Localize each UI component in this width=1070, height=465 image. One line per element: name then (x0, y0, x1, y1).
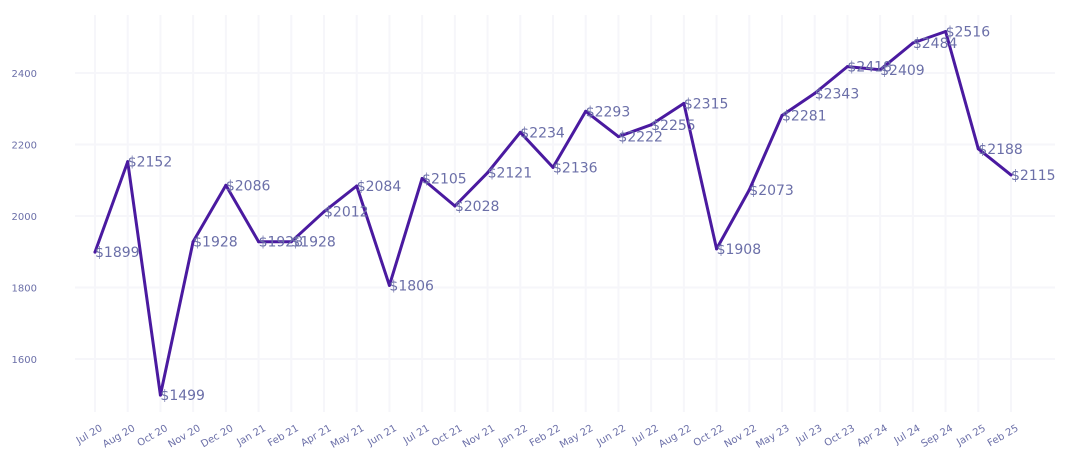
x-tick-label: Oct 20 (136, 423, 170, 449)
data-label: $1928 (259, 235, 304, 251)
data-point (813, 91, 817, 95)
data-label: $2255 (651, 118, 696, 134)
data-label: $2343 (815, 86, 860, 102)
x-tick-label: Apr 21 (299, 423, 333, 449)
x-tick-label: Aug 20 (101, 423, 137, 450)
data-point (976, 147, 980, 151)
data-point (224, 183, 228, 187)
data-point (747, 188, 751, 192)
x-tick-label: May 22 (558, 423, 595, 451)
x-tick-label: Feb 25 (986, 423, 1021, 449)
data-point (518, 130, 522, 134)
x-tick-label: Jan 21 (235, 423, 268, 449)
data-label: $2073 (749, 183, 794, 199)
data-point (257, 240, 261, 244)
x-tick-label: Jun 21 (365, 423, 399, 449)
data-label: $2418 (847, 60, 892, 76)
data-label: $1928 (193, 235, 238, 251)
data-label: $2105 (422, 171, 467, 187)
x-tick-label: Jul 22 (630, 423, 661, 447)
x-tick-label: Jul 21 (401, 423, 432, 447)
data-point (845, 65, 849, 69)
data-label: $2121 (488, 166, 533, 182)
data-point (355, 184, 359, 188)
data-point (420, 176, 424, 180)
data-label: $1806 (389, 278, 434, 294)
data-point (682, 101, 686, 105)
x-tick-label: Jun 22 (594, 423, 628, 449)
data-point (1009, 173, 1013, 177)
data-label: $1908 (717, 242, 762, 258)
y-tick-label: 2400 (12, 69, 37, 80)
data-label: $2281 (782, 109, 827, 125)
data-point (93, 250, 97, 254)
x-tick-label: Jan 22 (496, 423, 529, 449)
data-label: $2315 (684, 96, 729, 112)
data-label: $2484 (913, 36, 958, 52)
data-label: $2222 (618, 130, 663, 146)
data-point (715, 247, 719, 251)
data-point (944, 30, 948, 34)
x-tick-label: May 21 (329, 423, 366, 451)
data-point (126, 160, 130, 164)
x-tick-label: Oct 21 (430, 423, 464, 449)
data-label: $1899 (95, 245, 140, 261)
x-tick-label: Sep 24 (919, 423, 955, 450)
x-tick-label: Nov 22 (723, 423, 759, 450)
x-tick-label: Oct 23 (823, 423, 857, 449)
x-tick-label: Nov 20 (166, 423, 202, 450)
data-label: $2115 (1011, 168, 1056, 184)
data-label: $2012 (324, 205, 369, 221)
data-point (453, 204, 457, 208)
x-tick-label: Apr 24 (855, 423, 889, 449)
grid (75, 15, 1055, 412)
y-tick-label: 1800 (12, 284, 37, 295)
x-tick-label: May 23 (754, 423, 791, 451)
data-point (387, 283, 391, 287)
data-label: $2086 (226, 178, 271, 194)
data-point (911, 41, 915, 45)
data-labels: $1899$2152$1499$1928$2086$1928$1928$2012… (95, 25, 1056, 405)
x-tick-label: Jul 20 (74, 423, 105, 447)
y-tick-label: 2200 (12, 141, 37, 152)
x-tick-label: Jul 24 (892, 423, 923, 447)
data-label: $2084 (357, 179, 402, 195)
data-point (158, 393, 162, 397)
data-label: $2136 (553, 160, 598, 176)
data-label: $1928 (291, 235, 336, 251)
data-point (551, 165, 555, 169)
data-label: $2028 (455, 199, 500, 215)
x-tick-label: Aug 22 (657, 423, 693, 450)
data-label: $1499 (160, 388, 205, 404)
x-tick-label: Jul 23 (794, 423, 825, 447)
data-label: $2188 (978, 142, 1023, 158)
data-point (322, 210, 326, 214)
data-label: $2516 (946, 25, 991, 41)
x-tick-label: Dec 20 (199, 423, 235, 450)
series (93, 30, 1013, 397)
y-tick-label: 1600 (12, 355, 37, 366)
data-point (191, 240, 195, 244)
data-point (649, 123, 653, 127)
x-tick-label: Nov 21 (461, 423, 497, 450)
x-tick-label: Feb 22 (528, 423, 563, 449)
data-point (878, 68, 882, 72)
data-label: $2293 (586, 104, 631, 120)
y-tick-label: 2000 (12, 212, 37, 223)
data-point (584, 109, 588, 113)
data-point (780, 114, 784, 118)
data-label: $2152 (128, 155, 173, 171)
data-point (289, 240, 293, 244)
data-label: $2234 (520, 125, 565, 141)
x-tick-label: Oct 22 (692, 423, 726, 449)
data-point (486, 171, 490, 175)
x-tick-label: Jan 25 (954, 423, 987, 449)
x-tick-label: Feb 21 (266, 423, 301, 449)
y-axis-ticks: 1600 1800 2000 2200 2400 (12, 69, 37, 366)
data-point (616, 135, 620, 139)
data-label: $2409 (880, 63, 925, 79)
